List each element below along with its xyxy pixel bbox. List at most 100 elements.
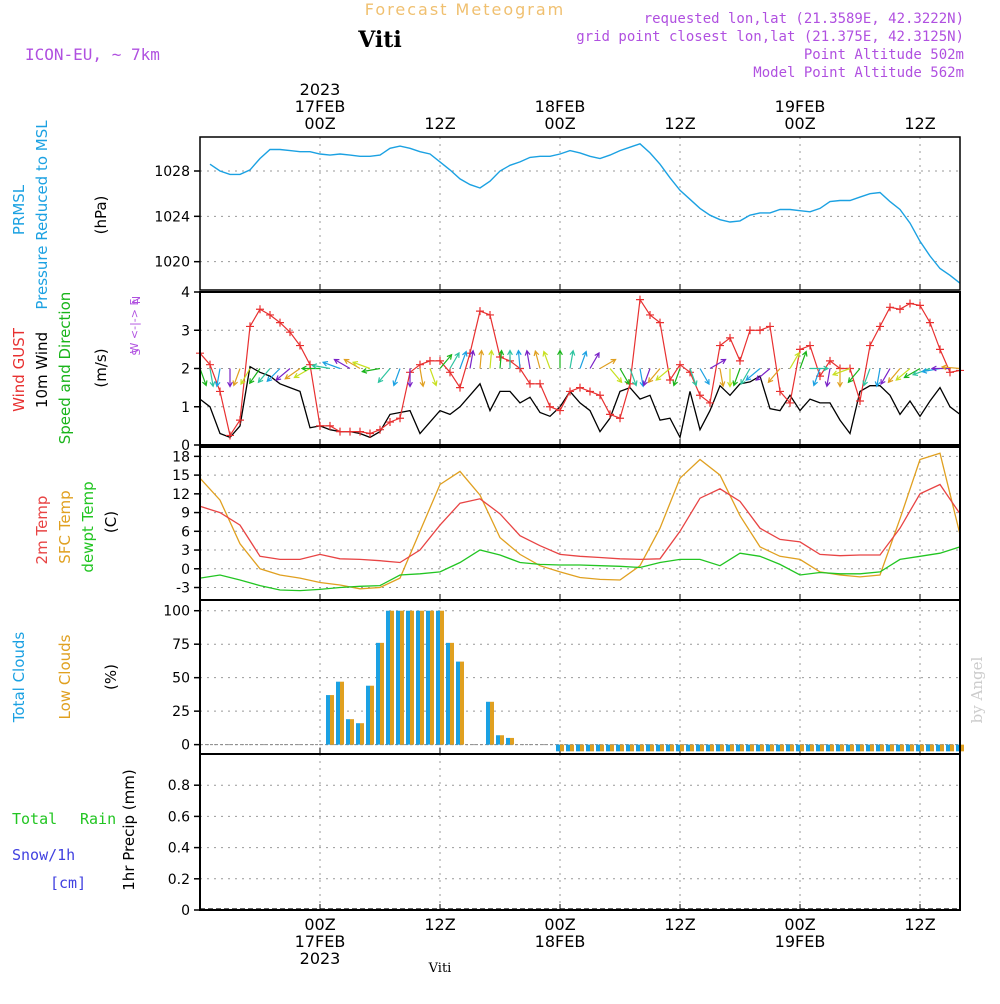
low-cloud-bar: [770, 744, 774, 752]
wind-direction-arrow: [862, 368, 871, 387]
gust-marker: [356, 427, 364, 436]
y-tick-label: 0: [181, 903, 190, 919]
precip-snow-label: Snow/1h: [12, 846, 75, 864]
temperature-panel: -3 0 3 6 9 12 15 18: [172, 446, 961, 601]
y-tick-label: 25: [172, 704, 190, 720]
low-cloud-bar: [460, 661, 464, 745]
total-cloud-bar: [776, 744, 780, 752]
total-cloud-bar: [336, 681, 340, 745]
total-cloud-bar: [456, 661, 460, 745]
gust-marker: [796, 345, 804, 354]
wind-direction-arrow: [392, 368, 401, 387]
wind-direction-arrow: [755, 368, 771, 381]
gust-marker: [886, 303, 894, 312]
y-tick-label: 3: [181, 323, 190, 339]
total-cloud-bar: [886, 744, 890, 752]
chart-title: Forecast Meteogram: [365, 0, 565, 19]
total-cloud-bar: [816, 744, 820, 752]
total-cloud-bar: [636, 744, 640, 752]
requested-coords: requested lon,lat (21.3589E, 42.3222N): [644, 11, 964, 27]
time-axis-label: 00Z: [304, 114, 335, 133]
compass-south: S: [130, 348, 143, 355]
y-tick-label: 0.6: [168, 809, 190, 825]
y-tick-label: 2: [181, 362, 190, 378]
wind-direction-arrow: [655, 368, 671, 381]
low-cloud-bar: [910, 744, 914, 752]
low-cloud-bar: [420, 610, 424, 745]
pressure-label-prmsl: PRMSL: [10, 184, 28, 235]
total-cloud-bar: [416, 610, 420, 745]
y-tick-label: 1024: [154, 209, 190, 225]
low-cloud-bar: [710, 744, 714, 752]
wind-direction-arrow: [209, 368, 216, 388]
total-cloud-bar: [766, 744, 770, 752]
time-axis-label: 00Z: [544, 915, 575, 934]
total-cloud-bar: [696, 744, 700, 752]
y-tick-label: 0: [181, 438, 190, 454]
time-axis-label: 2023: [300, 80, 341, 99]
wind-direction-arrow: [589, 351, 600, 369]
time-axis-label: 12Z: [664, 915, 695, 934]
low-clouds-label: Low Clouds: [56, 634, 74, 719]
total-cloud-bar: [796, 744, 800, 752]
gust-marker: [226, 431, 234, 440]
total-cloud-bar: [666, 744, 670, 752]
gust-marker: [856, 397, 864, 406]
wind-direction-arrow: [709, 358, 727, 370]
low-cloud-bar: [830, 744, 834, 752]
gust-marker: [246, 322, 254, 331]
model-label: ICON-EU, ~ 7km: [25, 45, 160, 64]
gust-marker: [866, 341, 874, 350]
low-cloud-bar: [440, 610, 444, 745]
low-cloud-bar: [780, 744, 784, 752]
total-cloud-bar: [706, 744, 710, 752]
temp2m-label: 2m Temp: [33, 496, 51, 565]
low-cloud-bar: [940, 744, 944, 752]
total-cloud-bar: [356, 723, 360, 745]
total-cloud-bar: [396, 610, 400, 745]
low-cloud-bar: [590, 744, 594, 752]
gust-marker: [706, 398, 714, 407]
low-cloud-bar: [790, 744, 794, 752]
wind-direction-arrow: [542, 350, 551, 369]
wind-direction-arrow: [284, 368, 301, 380]
wind-direction-arrow: [599, 358, 617, 370]
total-cloud-bar: [756, 744, 760, 752]
wind-direction-arrow: [647, 368, 661, 384]
low-cloud-bar: [740, 744, 744, 752]
total-cloud-bar: [386, 610, 390, 745]
low-cloud-bar: [700, 744, 704, 752]
gust-marker: [666, 375, 674, 384]
gust-marker: [266, 310, 274, 319]
total-cloud-bar: [806, 744, 810, 752]
compass-rose: N W <-|-> E S: [128, 296, 143, 356]
total-cloud-bar: [786, 744, 790, 752]
total-cloud-bar: [596, 744, 600, 752]
gust-marker: [566, 387, 574, 396]
wind-direction-arrow: [275, 368, 291, 381]
wind-direction-arrow: [895, 368, 911, 381]
wind-direction-arrow: [311, 363, 331, 370]
total-cloud-bar: [606, 744, 610, 752]
pressure-unit-label: (hPa): [92, 196, 110, 235]
gust-marker: [736, 356, 744, 365]
gust-marker: [556, 406, 564, 415]
wind-direction-arrow: [810, 365, 830, 372]
wind-direction-arrow: [874, 368, 881, 388]
panel-border: [199, 291, 961, 446]
point-altitude: Point Altitude 502m: [804, 47, 964, 63]
time-axis-label: 12Z: [904, 915, 935, 934]
total-cloud-bar: [866, 744, 870, 752]
low-cloud-bar: [410, 610, 414, 745]
wind-direction-arrow: [524, 349, 531, 369]
wind-direction-arrow: [557, 349, 563, 369]
time-axis-label: 19FEB: [775, 97, 826, 116]
gust-marker: [576, 383, 584, 392]
precip-total-label: Total: [12, 810, 57, 828]
total-cloud-bar: [446, 642, 450, 745]
y-tick-label: 4: [181, 285, 190, 301]
total-cloud-bar: [366, 685, 370, 745]
low-cloud-bar: [810, 744, 814, 752]
